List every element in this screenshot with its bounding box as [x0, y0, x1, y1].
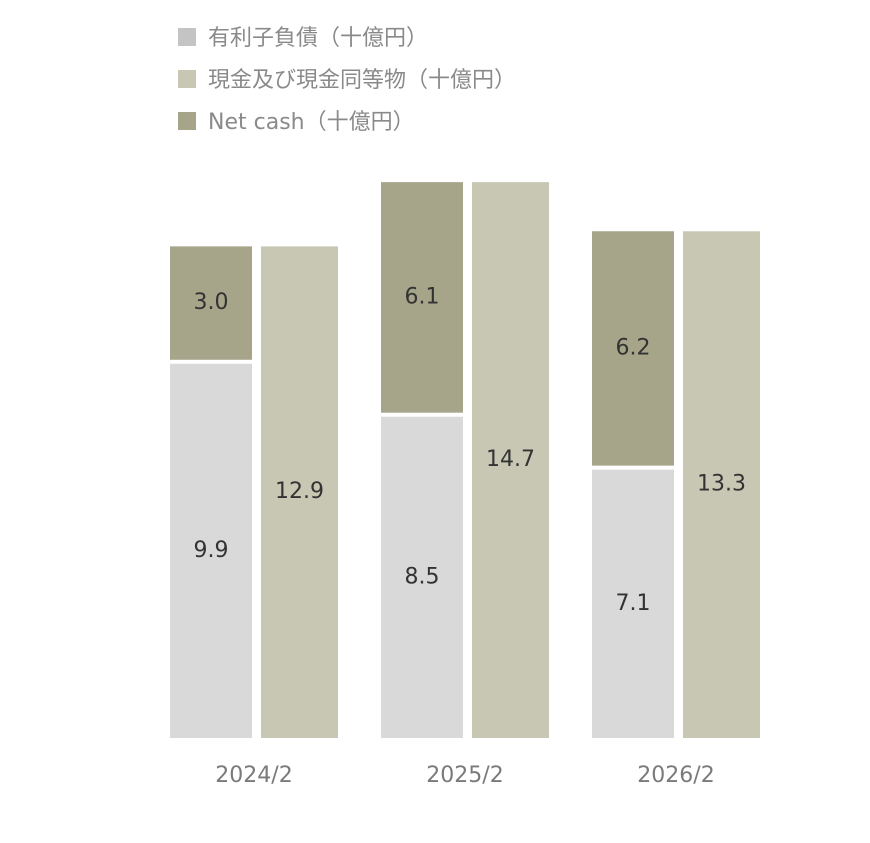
label-net-cash-2025/2: 6.1 [405, 284, 440, 309]
bar-debt-2024/2 [170, 363, 252, 738]
bars [170, 182, 760, 738]
legend-label-0: 有利子負債（十億円） [208, 26, 428, 51]
label-cash-2026/2: 13.3 [697, 472, 746, 497]
legend-swatch-1 [178, 70, 196, 88]
label-debt-2024/2: 9.9 [194, 538, 229, 563]
label-net-cash-2026/2: 6.2 [616, 335, 651, 360]
x-tick-2026/2: 2026/2 [637, 763, 714, 788]
bar-cash-2026/2 [683, 231, 760, 738]
bar-cash-2025/2 [472, 182, 549, 738]
legend-swatch-0 [178, 28, 196, 46]
legend: 有利子負債（十億円） 現金及び現金同等物（十億円） Net cash（十億円） [178, 26, 516, 135]
label-cash-2025/2: 14.7 [486, 447, 535, 472]
bar-cash-2024/2 [261, 246, 338, 738]
legend-label-1: 現金及び現金同等物（十億円） [208, 68, 516, 93]
x-axis-ticks: 2024/2 2025/2 2026/2 [215, 763, 714, 788]
legend-swatch-2 [178, 112, 196, 130]
x-tick-2025/2: 2025/2 [426, 763, 503, 788]
x-tick-2024/2: 2024/2 [215, 763, 292, 788]
bar-debt-2025/2 [381, 416, 463, 738]
legend-label-2: Net cash（十億円） [208, 110, 415, 135]
label-debt-2026/2: 7.1 [616, 591, 651, 616]
bar-net-cash-2025/2 [381, 182, 463, 413]
bar-net-cash-2026/2 [592, 231, 674, 466]
bar-net-cash-2024/2 [170, 246, 252, 360]
label-net-cash-2024/2: 3.0 [194, 290, 229, 315]
bar-debt-2026/2 [592, 469, 674, 738]
label-cash-2024/2: 12.9 [275, 479, 324, 504]
label-debt-2025/2: 8.5 [405, 564, 440, 589]
data-labels: 9.9 3.0 12.9 8.5 6.1 14.7 7.1 6.2 13.3 [194, 284, 746, 615]
